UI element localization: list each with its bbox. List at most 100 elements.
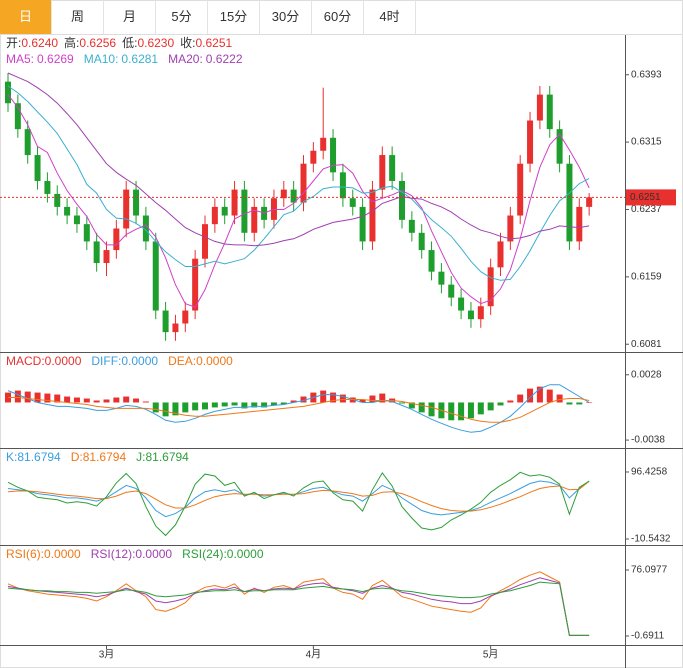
- macd-bar: [93, 400, 100, 403]
- macd-bar: [251, 402, 258, 408]
- candle-body: [300, 163, 307, 203]
- y-tick-label: 96.4258: [631, 467, 668, 478]
- tab[interactable]: 5分: [156, 0, 208, 34]
- legend-text: 0.0000: [44, 547, 81, 561]
- legend-text: RSI(6):: [6, 547, 44, 561]
- macd-bar: [44, 393, 51, 403]
- macd-bar: [330, 392, 337, 403]
- tab[interactable]: 4时: [364, 0, 416, 34]
- tab[interactable]: 月: [104, 0, 156, 34]
- candle-body: [310, 150, 317, 164]
- macd-bar: [458, 402, 465, 421]
- candle-body: [349, 198, 356, 207]
- macd-bar: [152, 402, 159, 413]
- series-line: [7, 480, 590, 512]
- macd-bar: [162, 402, 169, 417]
- y-tick-label: 0.6315: [631, 137, 662, 148]
- candle-body: [320, 137, 327, 151]
- legend-text: 0.0000: [135, 547, 172, 561]
- macd-bar: [448, 402, 455, 421]
- series-line: [7, 94, 590, 308]
- y-tick-label: -0.6911: [631, 631, 665, 642]
- macd-bar: [546, 389, 553, 403]
- tab[interactable]: 日: [0, 0, 52, 34]
- candle-body: [576, 206, 583, 242]
- candle-body: [448, 284, 455, 298]
- macd-bar: [536, 386, 543, 403]
- macd-bar: [123, 396, 130, 403]
- candle-body: [73, 215, 80, 225]
- candle-body: [162, 310, 169, 333]
- candle-body: [280, 189, 287, 199]
- macd-bar: [280, 402, 287, 405]
- candle-body: [251, 206, 258, 233]
- candle-body: [408, 219, 415, 233]
- candle-body: [34, 155, 41, 181]
- macd-bar: [211, 402, 218, 408]
- x-tick-label: 5月: [483, 649, 499, 661]
- tab[interactable]: 周: [52, 0, 104, 34]
- macd-bar: [192, 402, 199, 411]
- legend-text: 0.6281: [121, 52, 158, 66]
- macd-bar: [320, 390, 327, 403]
- series-line: [7, 577, 590, 636]
- y-tick-label: -10.5432: [631, 534, 671, 545]
- macd-bar: [34, 392, 41, 403]
- candle-body: [467, 310, 474, 320]
- tab[interactable]: 15分: [208, 0, 260, 34]
- candle-body: [103, 250, 110, 264]
- macd-bar: [202, 402, 208, 410]
- macd-bar: [369, 395, 376, 403]
- y-tick-label: 76.0977: [631, 565, 668, 576]
- candle-body: [83, 224, 90, 242]
- candle-body: [438, 271, 445, 285]
- candle-body: [418, 232, 425, 251]
- macd-bar: [103, 399, 110, 403]
- legend-text: 低:: [122, 36, 137, 50]
- candle-body: [586, 197, 593, 207]
- period-tabs: 日 周 月 5分 15分 30分 60分 4时: [0, 0, 416, 34]
- candle-body: [241, 189, 248, 233]
- last-price-tag: [626, 189, 676, 206]
- macd-bar: [221, 402, 228, 407]
- y-tick-label: 0.6081: [631, 339, 662, 350]
- candle-body: [64, 206, 71, 216]
- macd-bar: [113, 397, 120, 403]
- legend-text: 收:: [180, 36, 195, 50]
- macd-bar: [172, 402, 179, 416]
- candle-body: [487, 267, 494, 307]
- legend-text: 0.6269: [37, 52, 74, 66]
- candle-body: [428, 250, 435, 272]
- candle-body: [211, 206, 218, 225]
- candle-body: [14, 103, 21, 130]
- macd-bar: [576, 402, 583, 405]
- series-line: [8, 397, 590, 423]
- candle-body: [123, 189, 130, 229]
- last-price-label: 0.6251: [630, 192, 661, 203]
- macd-bar: [24, 391, 31, 403]
- macd-bar: [300, 396, 307, 403]
- legend-text: 0.0000: [121, 354, 158, 368]
- y-tick-label: 0.6237: [631, 204, 662, 215]
- macd-bar: [231, 402, 238, 406]
- candle-body: [231, 189, 238, 216]
- macd-bar: [261, 402, 268, 408]
- legend-text: 开:: [6, 36, 21, 50]
- y-tick-label: 0.6159: [631, 271, 662, 282]
- legend-text: 高:: [64, 35, 79, 50]
- tab[interactable]: 60分: [312, 0, 364, 34]
- y-tick-label: -0.0038: [631, 435, 665, 446]
- tab[interactable]: 30分: [260, 0, 312, 34]
- candle-body: [54, 193, 61, 207]
- x-tick-label: 4月: [306, 649, 322, 661]
- macd-bar: [270, 402, 277, 406]
- legend-text: 0.6222: [206, 52, 243, 66]
- candle-body: [221, 206, 228, 216]
- candle-body: [182, 310, 189, 324]
- candle-body: [517, 163, 524, 216]
- legend-text: J:: [136, 450, 145, 464]
- candle-body: [497, 241, 504, 268]
- macd-bar: [408, 402, 415, 409]
